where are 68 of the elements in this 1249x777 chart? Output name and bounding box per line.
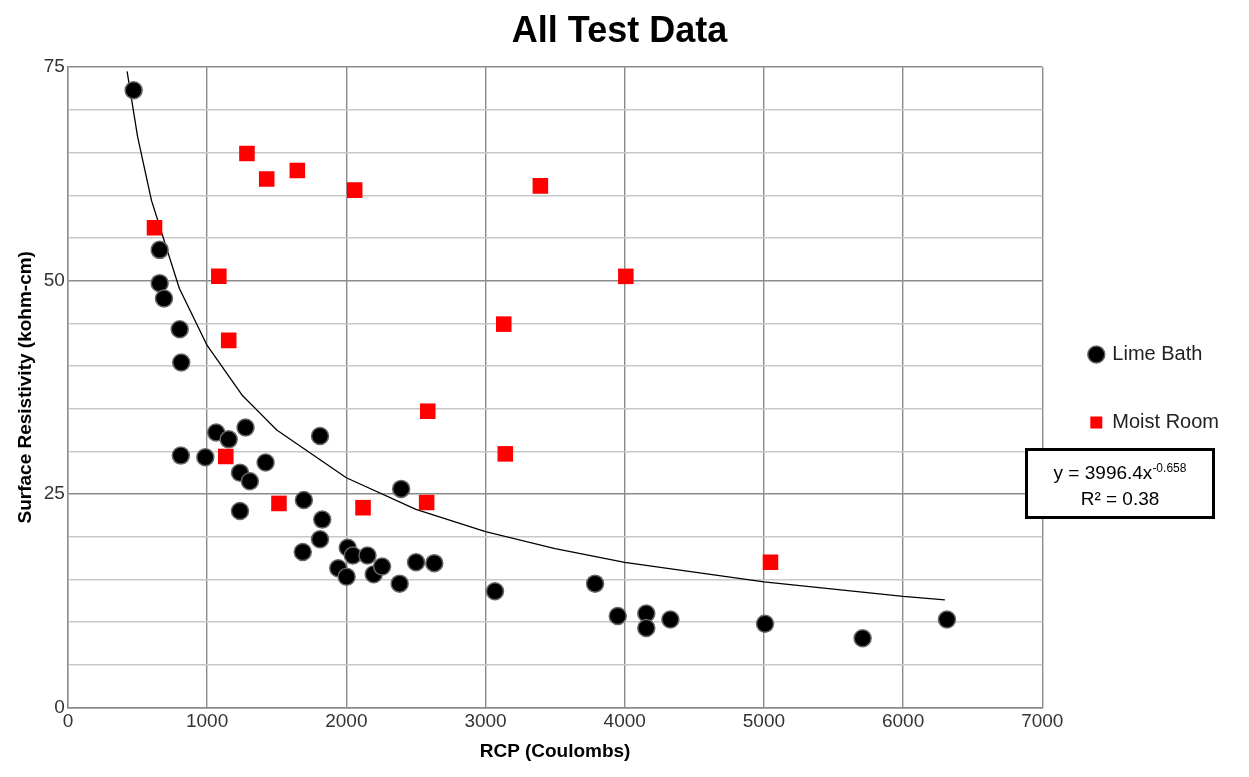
text: R² = 0.38 xyxy=(1079,487,1161,512)
y-tick-label: 0 xyxy=(54,695,65,717)
point xyxy=(196,448,215,467)
point xyxy=(313,510,332,529)
point xyxy=(390,574,409,593)
point xyxy=(532,178,549,194)
point xyxy=(294,490,314,510)
point xyxy=(485,582,505,601)
point xyxy=(937,610,957,629)
point xyxy=(146,219,163,236)
point xyxy=(124,81,143,100)
point xyxy=(150,240,169,260)
point xyxy=(171,446,191,465)
point xyxy=(346,182,363,198)
text: y = 3996.4x$^{-0.658}$ xyxy=(1052,460,1188,486)
legend-label: Lime Bath xyxy=(1112,342,1203,365)
y-tick-label: 75 xyxy=(43,55,65,77)
point xyxy=(425,553,444,573)
point xyxy=(608,606,628,626)
x-tick-label: 5000 xyxy=(742,710,786,732)
point xyxy=(256,453,275,472)
chart-title: All Test Data xyxy=(511,8,729,50)
point xyxy=(219,430,238,449)
point xyxy=(497,446,514,462)
point xyxy=(391,479,411,499)
point xyxy=(495,316,512,332)
point xyxy=(661,610,680,629)
point xyxy=(755,614,775,633)
point xyxy=(258,171,275,187)
x-tick-label: 1000 xyxy=(185,710,229,732)
point xyxy=(170,320,189,339)
x-tick-label: 7000 xyxy=(1021,710,1064,732)
x-tick-label: 6000 xyxy=(881,710,925,732)
y-tick-label: 25 xyxy=(43,482,65,504)
point xyxy=(372,557,392,576)
point xyxy=(853,629,872,648)
y-axis-title: Surface Resistivity (kohm-cm) xyxy=(13,251,35,524)
x-tick-label: 2000 xyxy=(325,710,368,732)
point xyxy=(310,426,330,446)
point xyxy=(236,418,255,437)
point xyxy=(150,273,169,293)
point xyxy=(355,499,371,516)
point xyxy=(585,574,605,593)
point xyxy=(310,529,330,549)
point xyxy=(154,289,174,308)
point xyxy=(337,567,356,587)
point xyxy=(637,618,656,638)
point xyxy=(239,145,255,162)
point xyxy=(293,542,313,562)
legend-label: Moist Room xyxy=(1112,410,1220,433)
point xyxy=(240,471,260,491)
point xyxy=(271,495,287,512)
point xyxy=(419,403,436,419)
point xyxy=(406,553,426,572)
point xyxy=(220,332,237,349)
point xyxy=(358,546,377,565)
point xyxy=(218,448,234,465)
x-tick-label: 3000 xyxy=(464,710,507,732)
point xyxy=(618,268,634,285)
point xyxy=(289,162,306,179)
y-tick-label: 50 xyxy=(43,268,65,290)
point xyxy=(762,554,779,571)
point xyxy=(171,353,191,372)
x-axis-title: RCP (Coulombs) xyxy=(479,739,631,761)
point xyxy=(211,268,227,285)
point xyxy=(230,501,250,521)
point xyxy=(418,494,435,511)
x-tick-label: 4000 xyxy=(603,710,646,732)
